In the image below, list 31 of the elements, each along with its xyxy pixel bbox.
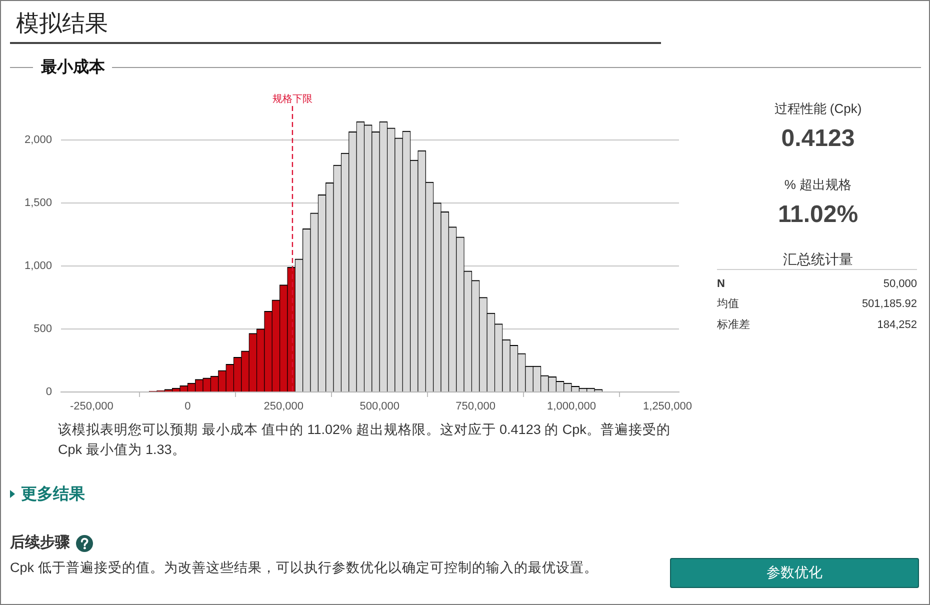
text: 该模拟表明您可以预期 最小成本 值中的 11.02% 超出规格限。这对应于 0.4123 的 Cpk。普遍接受的 Cpk 最小值为 1.33。 <box>58 421 672 459</box>
button: 参数优化 <box>670 558 919 588</box>
chart-subtitle: 最小成本 <box>41 58 105 78</box>
x-tick-label: 1,000,000 <box>547 400 596 413</box>
text: % 超出规格 <box>783 176 853 193</box>
y-tick-label: 1,000 <box>24 260 52 272</box>
text: N <box>717 276 725 291</box>
text: 11.02% <box>776 200 860 230</box>
text: 标准差 <box>717 318 750 332</box>
text: 184,252 <box>877 318 917 331</box>
x-tick-label: 750,000 <box>456 400 496 413</box>
text: 501,185.92 <box>862 298 917 310</box>
ref-line-label: 规格下限 <box>272 92 312 105</box>
text: 过程性能 (Cpk) <box>773 100 863 117</box>
text: 汇总统计量 <box>782 250 854 268</box>
y-tick-label: 2,000 <box>24 134 52 146</box>
x-tick-label: 0 <box>184 400 191 413</box>
text: 50,000 <box>883 278 917 290</box>
text: Cpk 低于普遍接受的值。为改善这些结果，可以执行参数优化以确定可控制的输入的最优设置。 <box>10 559 598 578</box>
text: 后续步骤 <box>10 533 70 553</box>
chart-title: 模拟结果 <box>16 9 108 38</box>
x-tick-label: 250,000 <box>264 400 304 413</box>
text: 均值 <box>717 296 739 311</box>
text: 更多结果 <box>21 484 85 504</box>
y-tick-label: 500 <box>34 323 52 336</box>
x-tick-label: -250,000 <box>70 400 114 413</box>
x-tick-label: 500,000 <box>360 400 400 413</box>
x-tick-label: 1,250,000 <box>643 400 692 413</box>
y-tick-label: 1,500 <box>24 197 52 210</box>
y-tick-label: 0 <box>46 386 52 398</box>
text: 0.4123 <box>780 124 856 154</box>
